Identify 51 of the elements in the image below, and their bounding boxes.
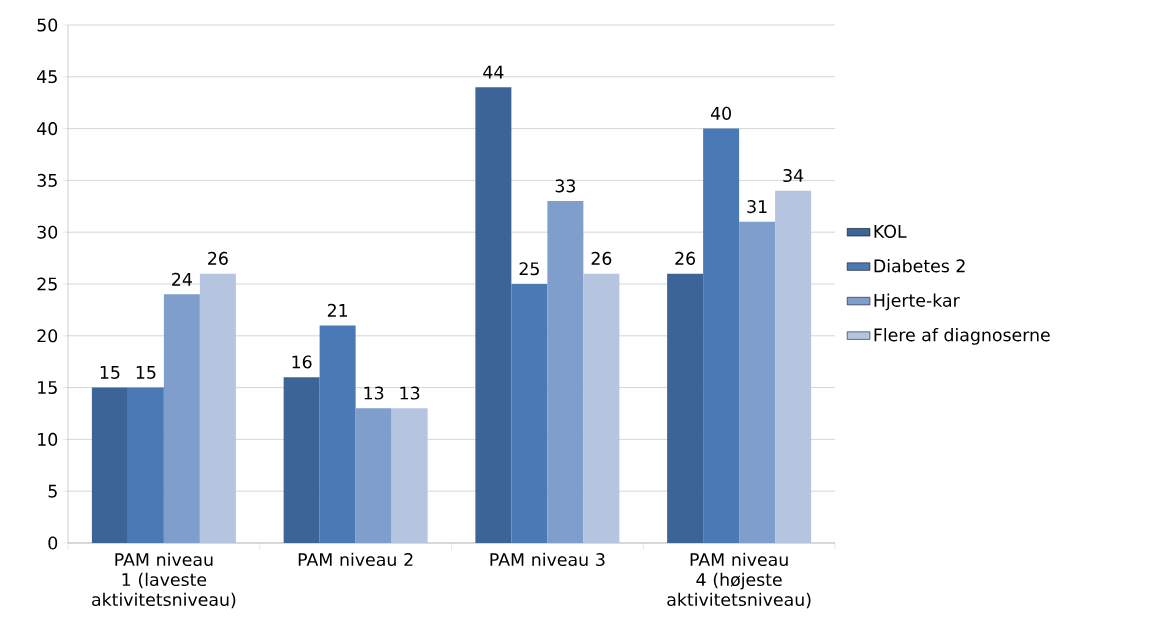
data-label: 24 [172, 272, 192, 286]
data-label: 26 [208, 251, 228, 265]
x-tick-label: PAM niveau 2 [298, 552, 413, 567]
y-tick-label: 50 [37, 18, 58, 32]
y-tick-label: 35 [37, 173, 57, 187]
bar [703, 128, 740, 543]
bar [163, 294, 200, 543]
bar [199, 273, 236, 543]
legend-label: Hjerte-kar [874, 293, 960, 311]
x-tick-label: PAM niveau 1 (laveste aktivitetsniveau) [92, 552, 236, 609]
bar [475, 87, 512, 543]
y-tick-label: 0 [48, 536, 58, 550]
bar [283, 377, 320, 543]
bar [775, 190, 812, 543]
bar [319, 325, 356, 543]
data-label: 31 [747, 200, 767, 214]
legend-label: Diabetes 2 [874, 259, 965, 273]
y-tick-label: 25 [37, 277, 57, 291]
y-tick-label: 10 [38, 432, 58, 446]
data-label: 16 [292, 355, 312, 369]
bar [511, 283, 548, 543]
y-tick-label: 45 [37, 70, 57, 84]
data-label: 21 [327, 303, 348, 317]
x-tick-label: PAM niveau 4 (højeste aktivitetsniveau) [667, 552, 811, 609]
y-tick-label: 40 [37, 122, 58, 136]
y-tick-label: 15 [38, 381, 57, 395]
data-label: 13 [400, 386, 420, 400]
y-tick-label: 20 [37, 329, 58, 343]
data-label: 15 [100, 366, 120, 379]
data-label: 26 [591, 251, 612, 265]
bar [127, 387, 164, 543]
bar [91, 387, 128, 543]
x-tick-label: PAM niveau 3 [490, 552, 605, 567]
data-label: 33 [555, 179, 576, 193]
legend-label: Flere af diagnoserne [874, 328, 1050, 345]
data-label: 15 [136, 366, 156, 379]
data-label: 13 [364, 386, 384, 400]
bar [547, 201, 584, 543]
bar [583, 273, 620, 543]
y-tick-label: 30 [37, 225, 58, 239]
data-label: 25 [519, 262, 539, 276]
data-label: 26 [675, 251, 696, 265]
y-tick-label: 5 [48, 484, 57, 498]
legend-label: KOL [874, 224, 907, 238]
data-label: 40 [710, 106, 731, 120]
bar [391, 408, 428, 543]
bar [355, 408, 392, 543]
data-label: 34 [783, 168, 804, 183]
bar [739, 221, 776, 543]
bar [667, 273, 704, 543]
data-label: 44 [483, 65, 504, 79]
